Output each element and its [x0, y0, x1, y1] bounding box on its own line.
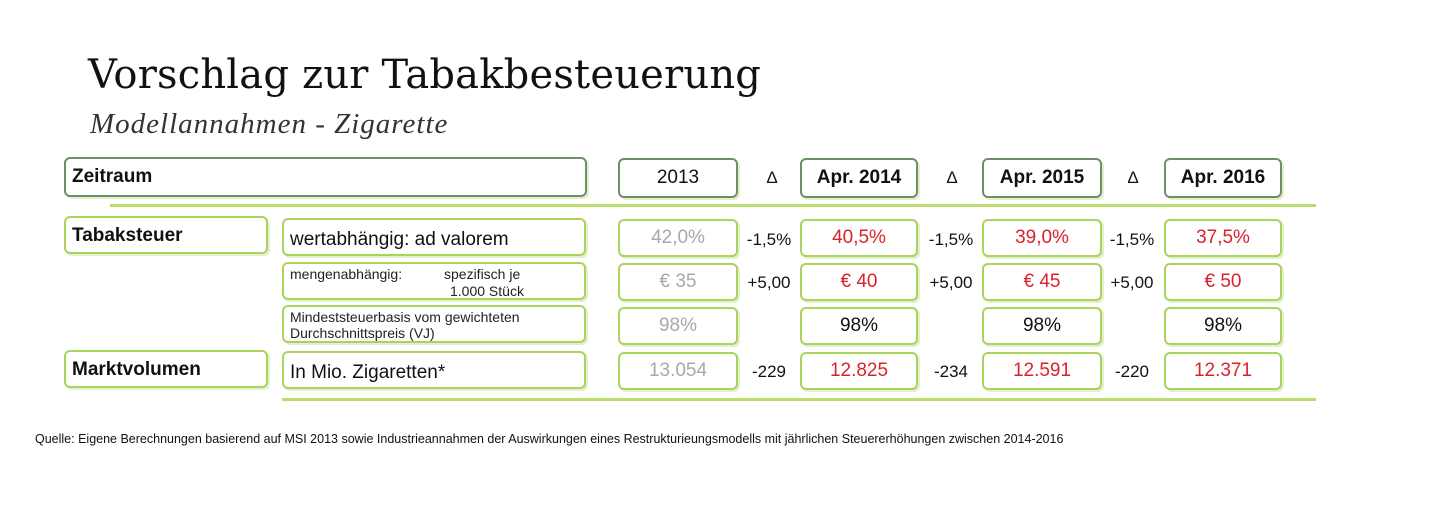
page-subtitle: Modellannahmen - Zigarette — [90, 108, 449, 140]
ad-valorem-2016: 37,5% — [1164, 219, 1282, 257]
marktvolumen-delta-1: -229 — [751, 362, 787, 381]
marktvolumen-2013-value: 13.054 — [648, 360, 708, 381]
spezifisch-desc-box: mengenabhängig: spezifisch je 1.000 Stüc… — [282, 262, 586, 300]
mindest-2015: 98% — [982, 307, 1102, 345]
mindest-2016: 98% — [1164, 307, 1282, 345]
mindest-2013-value: 98% — [658, 315, 698, 336]
spezifisch-2014-value: € 40 — [840, 271, 878, 292]
ad-valorem-2014-value: 40,5% — [832, 227, 886, 248]
ad-valorem-delta-2: -1,5% — [928, 230, 974, 249]
marktvolumen-2014: 12.825 — [800, 352, 918, 390]
ad-valorem-desc-box: wertabhängig: ad valorem — [282, 218, 586, 256]
spezifisch-2016: € 50 — [1164, 263, 1282, 301]
mindest-desc-box: Mindeststeuerbasis vom gewichteten Durch… — [282, 305, 586, 343]
ad-valorem-2015: 39,0% — [982, 219, 1102, 257]
header-divider — [110, 204, 1316, 207]
ad-valorem-2013-value: 42,0% — [651, 227, 705, 248]
marktvolumen-delta-3: -220 — [1114, 362, 1150, 381]
ad-valorem-2015-value: 39,0% — [1015, 227, 1069, 248]
header-delta-1: Δ — [766, 168, 778, 187]
mindest-desc-b: Durchschnittspreis (VJ) — [290, 325, 435, 341]
header-zeitraum-box: Zeitraum — [64, 157, 587, 197]
header-delta-3: Δ — [1127, 168, 1139, 187]
marktvolumen-2016-value: 12.371 — [1193, 360, 1253, 381]
ad-valorem-2016-value: 37,5% — [1196, 227, 1250, 248]
spezifisch-2015: € 45 — [982, 263, 1102, 301]
marktvolumen-2015: 12.591 — [982, 352, 1102, 390]
mindest-desc-a: Mindeststeuerbasis vom gewichteten — [290, 309, 520, 325]
header-year-2014: Apr. 2014 — [800, 158, 918, 198]
header-zeitraum-label: Zeitraum — [72, 166, 153, 187]
header-year-2016: Apr. 2016 — [1164, 158, 1282, 198]
mindest-2014: 98% — [800, 307, 918, 345]
spezifisch-2015-value: € 45 — [1023, 271, 1061, 292]
spezifisch-desc-c: 1.000 Stück — [450, 283, 524, 299]
spezifisch-2013-value: € 35 — [659, 271, 697, 292]
mindest-2013: 98% — [618, 307, 738, 345]
mindest-2016-value: 98% — [1203, 315, 1243, 336]
marktvolumen-2014-value: 12.825 — [829, 360, 889, 381]
marktvolumen-desc-box: In Mio. Zigaretten* — [282, 351, 586, 389]
ad-valorem-delta-3: -1,5% — [1109, 230, 1155, 249]
header-year-2014-label: Apr. 2014 — [816, 167, 902, 188]
marktvolumen-delta-2: -234 — [933, 362, 969, 381]
marktvolumen-label: Marktvolumen — [72, 359, 201, 380]
header-year-2015: Apr. 2015 — [982, 158, 1102, 198]
mindest-2014-value: 98% — [839, 315, 879, 336]
ad-valorem-desc: wertabhängig: ad valorem — [290, 229, 509, 250]
spezifisch-delta-1: +5,00 — [747, 273, 791, 292]
spezifisch-desc-a: mengenabhängig: — [290, 266, 403, 282]
tabaksteuer-label: Tabaksteuer — [72, 225, 183, 246]
ad-valorem-2014: 40,5% — [800, 219, 918, 257]
spezifisch-desc-b: spezifisch je — [444, 266, 521, 282]
header-delta-2: Δ — [946, 168, 958, 187]
spezifisch-2014: € 40 — [800, 263, 918, 301]
mindest-2015-value: 98% — [1022, 315, 1062, 336]
spezifisch-2016-value: € 50 — [1204, 271, 1242, 292]
spezifisch-delta-3: +5,00 — [1110, 273, 1154, 292]
marktvolumen-desc: In Mio. Zigaretten* — [290, 362, 446, 383]
source-note: Quelle: Eigene Berechnungen basierend au… — [35, 432, 1064, 446]
ad-valorem-delta-1: -1,5% — [746, 230, 792, 249]
header-year-2013-label: 2013 — [656, 167, 700, 188]
marktvolumen-label-box: Marktvolumen — [64, 350, 268, 388]
ad-valorem-2013: 42,0% — [618, 219, 738, 257]
marktvolumen-2015-value: 12.591 — [1012, 360, 1072, 381]
header-year-2016-label: Apr. 2016 — [1180, 167, 1266, 188]
spezifisch-delta-2: +5,00 — [929, 273, 973, 292]
page-title: Vorschlag zur Tabakbesteuerung — [88, 52, 762, 98]
header-year-2015-label: Apr. 2015 — [999, 167, 1085, 188]
spezifisch-2013: € 35 — [618, 263, 738, 301]
bottom-divider — [282, 398, 1316, 401]
marktvolumen-2013: 13.054 — [618, 352, 738, 390]
marktvolumen-2016: 12.371 — [1164, 352, 1282, 390]
tabaksteuer-label-box: Tabaksteuer — [64, 216, 268, 254]
header-year-2013: 2013 — [618, 158, 738, 198]
